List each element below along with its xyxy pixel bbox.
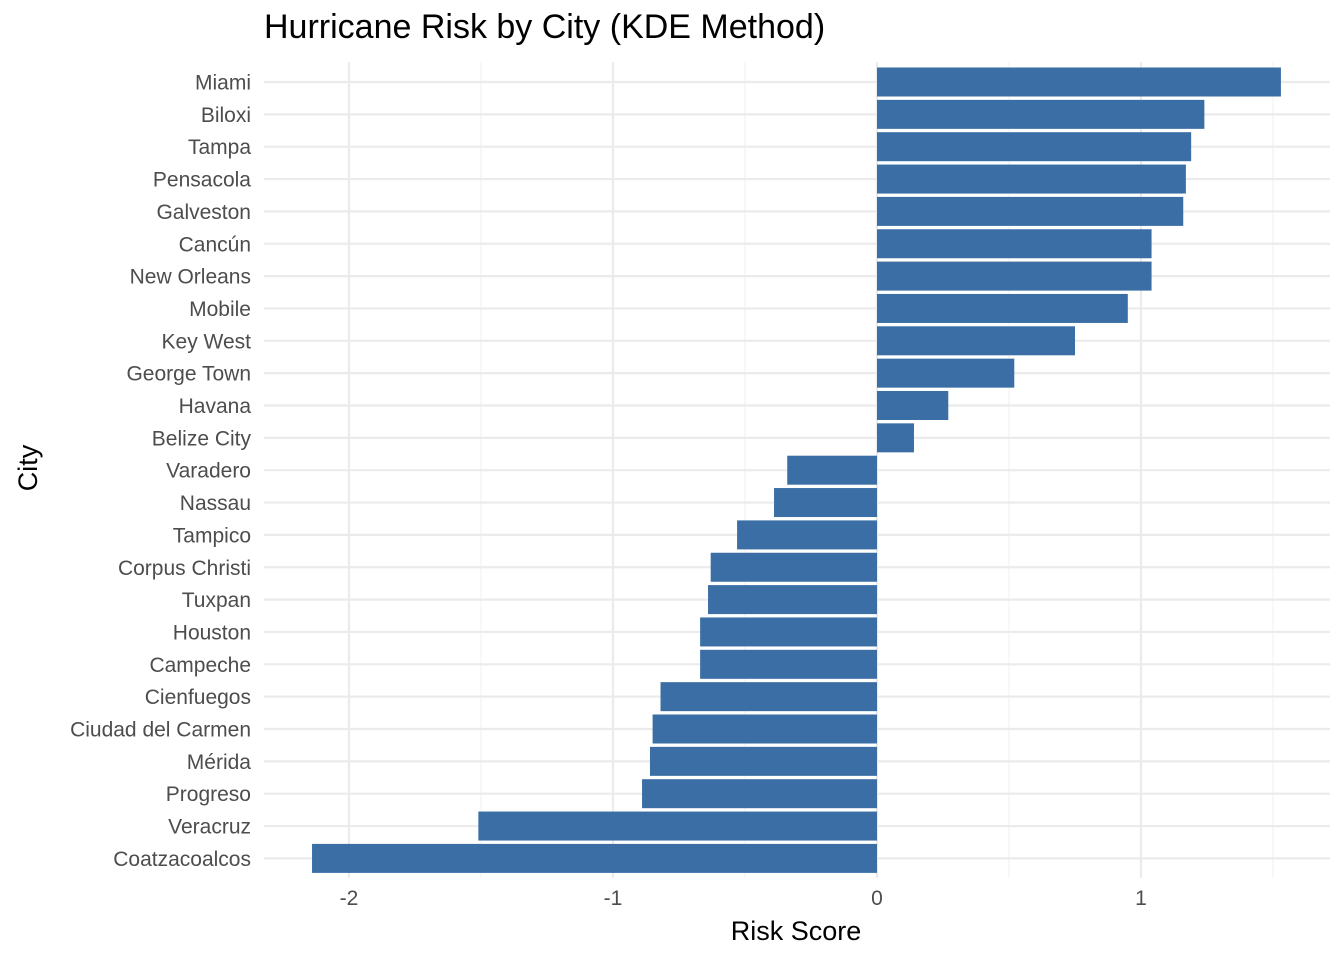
x-tick-label: -2 <box>340 887 359 910</box>
y-tick-label: Campeche <box>149 654 251 677</box>
bars <box>312 67 1281 873</box>
x-tick-label: -1 <box>604 887 623 910</box>
bar <box>787 455 877 485</box>
y-tick-label: Varadero <box>166 460 251 483</box>
y-tick-label: Nassau <box>180 492 251 515</box>
chart-title: Hurricane Risk by City (KDE Method) <box>264 8 826 46</box>
y-tick-label: Cienfuegos <box>145 686 251 709</box>
y-tick-label: George Town <box>126 363 251 386</box>
bar <box>877 358 1015 388</box>
x-tick-labels: -2 -1 0 1 <box>340 887 1147 910</box>
bar <box>877 423 914 453</box>
bar <box>700 649 877 679</box>
bar <box>708 585 877 615</box>
y-tick-label: Tampico <box>173 524 251 547</box>
x-axis-title: Risk Score <box>731 916 862 946</box>
bar <box>774 488 877 518</box>
y-tick-label: Houston <box>173 621 251 644</box>
bar <box>700 617 877 647</box>
y-tick-label: Veracruz <box>168 816 251 839</box>
y-tick-label: Biloxi <box>201 104 251 127</box>
y-tick-label: Mérida <box>187 751 252 774</box>
bar <box>642 779 877 809</box>
y-tick-label: Miami <box>195 72 251 95</box>
bar <box>660 682 877 712</box>
y-tick-label: Progreso <box>166 783 251 806</box>
bar <box>877 261 1152 291</box>
y-tick-label: Galveston <box>156 201 251 224</box>
y-tick-label: New Orleans <box>130 266 251 289</box>
bar <box>877 164 1186 194</box>
y-tick-label: Havana <box>179 395 252 418</box>
y-axis-title: City <box>13 444 43 491</box>
bar <box>877 229 1152 259</box>
y-tick-label: Cancún <box>179 233 251 256</box>
bar <box>877 99 1205 129</box>
y-tick-label: Coatzacoalcos <box>113 848 251 871</box>
bar <box>877 293 1128 323</box>
y-tick-label: Key West <box>162 330 252 353</box>
bar <box>312 843 877 873</box>
bar <box>877 67 1281 97</box>
bar <box>478 811 877 841</box>
bar <box>710 552 877 582</box>
y-tick-label: Ciudad del Carmen <box>70 719 251 742</box>
x-tick-label: 0 <box>871 887 883 910</box>
x-tick-label: 1 <box>1135 887 1147 910</box>
bar <box>649 746 877 776</box>
bar <box>737 520 877 550</box>
y-tick-label: Tuxpan <box>182 589 251 612</box>
y-tick-labels: Miami Biloxi Tampa Pensacola Galveston Cancún… <box>70 72 251 871</box>
y-tick-label: Corpus Christi <box>118 557 251 580</box>
y-tick-label: Mobile <box>189 298 251 321</box>
bar <box>652 714 877 744</box>
y-tick-label: Belize City <box>152 427 252 450</box>
y-tick-label: Tampa <box>188 136 251 159</box>
y-tick-label: Pensacola <box>153 169 251 192</box>
bar <box>877 132 1192 162</box>
bar <box>877 391 949 420</box>
bar <box>877 196 1184 226</box>
bar <box>877 326 1075 356</box>
